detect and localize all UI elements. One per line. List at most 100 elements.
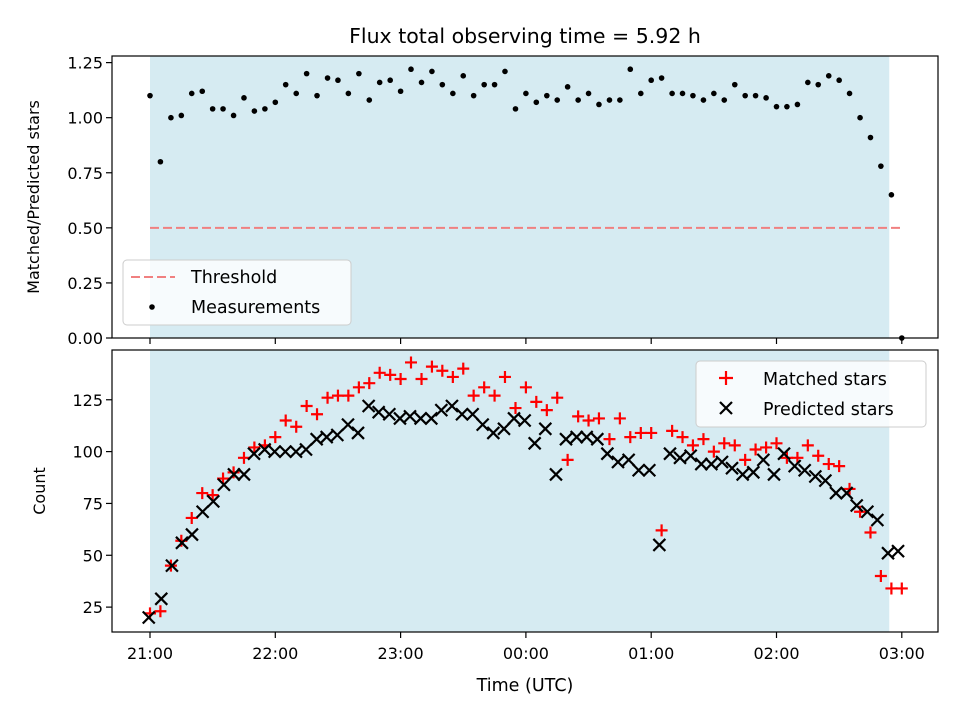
measurement-point	[857, 114, 863, 121]
measurement-point	[345, 90, 352, 97]
y-tick-label: 75	[83, 494, 103, 513]
predicted-stars-points	[141, 399, 905, 625]
matched-star-point	[498, 370, 511, 383]
matched-star-point	[467, 389, 480, 402]
measurement-point	[846, 90, 853, 97]
legend-predicted-swatch	[719, 401, 733, 415]
predicted-star-point	[694, 457, 709, 471]
predicted-star-point	[579, 430, 594, 444]
measurement-point	[575, 97, 581, 103]
legend-matched-swatch	[719, 371, 733, 385]
predicted-star-point	[517, 413, 532, 428]
count-x-ticks: 21:00 22:00 23:00 00:00 01:00 02:00 03:00	[127, 632, 925, 663]
measurement-point	[324, 75, 331, 81]
predicted-star-point	[141, 610, 156, 625]
measurement-point	[408, 66, 414, 73]
matched-star-point	[864, 526, 877, 539]
predicted-star-point	[756, 453, 771, 467]
measurement-point	[376, 79, 383, 86]
predicted-star-point	[683, 448, 698, 463]
measurement-point	[773, 103, 780, 110]
x-axis-label: Time (UTC)	[476, 676, 574, 696]
legend-measurements-swatch	[149, 304, 155, 310]
measurement-point	[230, 112, 237, 119]
measurement-point	[335, 77, 341, 84]
predicted-star-point	[413, 411, 428, 426]
measurement-point	[711, 90, 717, 97]
measurement-point	[366, 97, 373, 103]
predicted-star-point	[797, 463, 812, 478]
predicted-star-point	[704, 457, 719, 471]
matched-star-point	[488, 389, 501, 402]
predicted-star-point	[341, 417, 355, 432]
measurement-point	[157, 158, 164, 165]
measurement-point	[491, 81, 498, 88]
measurement-point	[460, 73, 467, 79]
matched-star-point	[655, 524, 668, 537]
matched-star-point	[206, 489, 219, 502]
x-tick-label: 23:00	[378, 644, 424, 663]
matched-star-point	[739, 453, 752, 466]
matched-star-point	[342, 389, 355, 402]
measurement-point	[805, 79, 811, 86]
measurement-point	[627, 66, 634, 73]
measurement-point	[314, 92, 320, 99]
measurement-point	[209, 106, 216, 112]
predicted-star-point	[818, 473, 833, 488]
measurement-point	[794, 101, 801, 108]
count-legend-box	[695, 360, 927, 428]
predicted-star-point	[309, 432, 324, 446]
measurement-point	[418, 79, 425, 86]
matched-star-point	[269, 431, 282, 444]
predicted-star-point	[195, 504, 210, 519]
predicted-star-point	[486, 426, 501, 440]
measurement-point	[596, 101, 602, 108]
predicted-star-point	[382, 407, 397, 422]
matched-star-point	[394, 373, 407, 386]
measurement-point	[303, 70, 310, 77]
ratio-y-axis-label: Matched/Predicted stars	[24, 100, 43, 294]
matched-star-point	[760, 441, 773, 454]
y-tick-label: 50	[83, 546, 103, 565]
predicted-star-point	[257, 442, 272, 457]
predicted-star-point	[393, 411, 407, 426]
measurement-point	[679, 90, 686, 97]
matched-star-point	[592, 412, 605, 425]
predicted-star-point	[860, 504, 875, 519]
legend-threshold-label: Threshold	[190, 268, 277, 288]
x-tick-label: 03:00	[879, 644, 925, 663]
predicted-star-point	[497, 422, 511, 436]
predicted-star-point	[330, 428, 345, 442]
predicted-star-point	[165, 558, 179, 573]
predicted-star-point	[777, 446, 791, 461]
predicted-star-point	[673, 451, 687, 465]
x-tick-label: 01:00	[628, 644, 674, 663]
measurement-point	[564, 84, 571, 90]
matched-star-point	[331, 389, 344, 402]
predicted-star-point	[227, 467, 241, 482]
measurement-point	[470, 92, 477, 99]
predicted-star-point	[206, 494, 221, 509]
measurement-point	[721, 97, 728, 103]
matched-star-point	[822, 458, 835, 471]
predicted-star-point	[527, 436, 542, 451]
legend-predicted-label: Predicted stars	[763, 400, 894, 420]
y-tick-label: 0.75	[67, 164, 103, 183]
measurement-point	[658, 75, 665, 81]
matched-star-point	[540, 404, 553, 417]
measurement-point	[617, 97, 623, 103]
predicted-star-point	[371, 405, 386, 419]
predicted-star-point	[445, 399, 459, 413]
matched-star-point	[457, 362, 470, 375]
matched-star-point	[624, 431, 637, 444]
predicted-star-point	[289, 444, 303, 459]
measurement-point	[293, 90, 300, 97]
count-y-axis-label: Count	[30, 467, 49, 515]
predicted-star-point	[839, 486, 854, 500]
predicted-star-point	[715, 455, 729, 469]
measurement-point	[888, 191, 895, 198]
y-tick-label: 0.50	[67, 219, 103, 238]
x-tick-label: 21:00	[127, 644, 173, 663]
count-panel: 25 50 75 100 125 21:00 22:00 23:00 00:00 01:00 02…	[30, 349, 939, 696]
measurement-point	[188, 90, 195, 97]
